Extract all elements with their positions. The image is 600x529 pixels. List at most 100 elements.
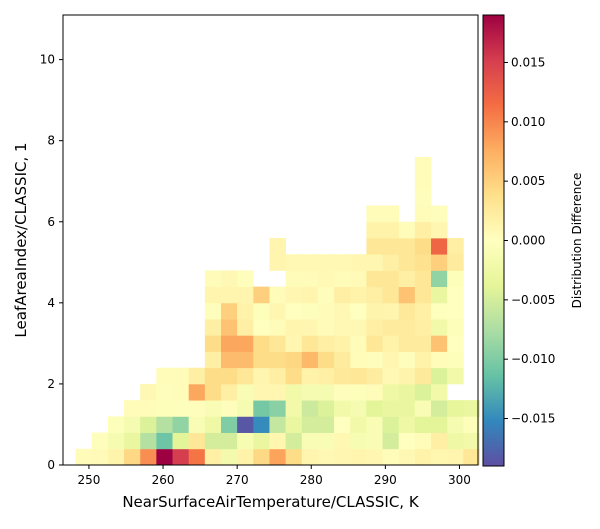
heatmap-cell xyxy=(447,367,464,385)
heatmap-cell xyxy=(237,448,254,466)
y-tick-label: 6 xyxy=(47,215,55,229)
heatmap-cell xyxy=(414,351,432,369)
heatmap-cell xyxy=(204,319,222,336)
heatmap-cell xyxy=(414,319,432,336)
heatmap-cell xyxy=(317,286,335,304)
heatmap-cell xyxy=(414,254,432,271)
heatmap-cell xyxy=(156,416,173,433)
heatmap-cell xyxy=(269,335,287,352)
heatmap-cell xyxy=(382,432,400,450)
heatmap-cell xyxy=(301,335,319,352)
heatmap-cell xyxy=(431,351,448,369)
heatmap-cell xyxy=(414,432,432,450)
heatmap-cell xyxy=(204,416,222,433)
heatmap-cell xyxy=(237,367,254,385)
heatmap-cell xyxy=(317,400,335,417)
heatmap-cell xyxy=(237,286,254,304)
heatmap-cell xyxy=(398,432,416,450)
heatmap-cell xyxy=(398,319,416,336)
heatmap-cell xyxy=(237,400,254,417)
heatmap-cell xyxy=(317,270,335,288)
y-axis-label: LeafAreaIndex/CLASSIC, 1 xyxy=(12,142,30,337)
heatmap-cell xyxy=(285,416,303,433)
heatmap-cell xyxy=(269,302,287,320)
heatmap-cell xyxy=(188,400,206,417)
heatmap-cell xyxy=(350,351,367,369)
heatmap-cell xyxy=(188,448,206,466)
heatmap-cell xyxy=(350,335,367,352)
heatmap-cell xyxy=(269,286,287,304)
heatmap-cell xyxy=(431,286,448,304)
heatmap-cell xyxy=(140,416,157,433)
heatmap-cell xyxy=(124,432,141,450)
heatmap-cell xyxy=(301,448,319,466)
heatmap-cell xyxy=(366,205,383,223)
heatmap-cell xyxy=(366,335,383,352)
heatmap-cell xyxy=(334,302,351,320)
heatmap-cell xyxy=(414,270,432,288)
heatmap-cell xyxy=(447,351,464,369)
heatmap-cell xyxy=(285,335,303,352)
heatmap-cell xyxy=(317,254,335,271)
heatmap-cell xyxy=(237,302,254,320)
heatmap-cell xyxy=(382,351,400,369)
heatmap-cell xyxy=(204,302,222,320)
heatmap-cell xyxy=(269,237,287,255)
heatmap-cell xyxy=(269,416,287,433)
heatmap-cell xyxy=(156,400,173,417)
heatmap-cell xyxy=(334,448,351,466)
heatmap-cell xyxy=(269,383,287,401)
heatmap-cell xyxy=(253,351,270,369)
heatmap-cell xyxy=(253,400,270,417)
heatmap-cell xyxy=(350,286,367,304)
heatmap-cell xyxy=(366,254,383,271)
heatmap-cell xyxy=(447,448,464,466)
heatmap-cell xyxy=(156,367,173,385)
heatmap-cell xyxy=(431,270,448,288)
heatmap-cell xyxy=(350,432,367,450)
plot-area-frame xyxy=(62,14,479,466)
heatmap-cell xyxy=(237,335,254,352)
heatmap-cell xyxy=(237,270,254,288)
heatmap-cell xyxy=(334,335,351,352)
y-tick-label: 10 xyxy=(40,53,55,67)
heatmap-cell xyxy=(366,302,383,320)
heatmap-cell xyxy=(253,367,270,385)
heatmap-cell xyxy=(172,416,190,433)
heatmap-cell xyxy=(334,432,351,450)
heatmap-cell xyxy=(447,416,464,433)
heatmap-cell xyxy=(366,221,383,239)
heatmap-cell xyxy=(285,302,303,320)
heatmap-cell xyxy=(172,400,190,417)
heatmap-cell xyxy=(301,351,319,369)
heatmap-cell xyxy=(431,254,448,271)
heatmap-cell xyxy=(366,270,383,288)
heatmap-cell xyxy=(431,383,448,401)
heatmap-cell xyxy=(204,432,222,450)
heatmap-cell xyxy=(382,416,400,433)
heatmap-cell xyxy=(334,270,351,288)
heatmap-cell xyxy=(204,367,222,385)
heatmap-cell xyxy=(301,270,319,288)
heatmap-cell xyxy=(188,432,206,450)
heatmap-cell xyxy=(414,448,432,466)
heatmap-cell xyxy=(301,432,319,450)
heatmap-cell xyxy=(204,351,222,369)
colorbar-axis: −0.015 −0.010 −0.005 0.000 0.005 0.010 0.015 xyxy=(504,55,555,426)
heatmap-cell xyxy=(221,432,238,450)
heatmap-cell xyxy=(431,221,448,239)
heatmap-cell xyxy=(398,221,416,239)
heatmap-cell xyxy=(221,383,238,401)
heatmap-cell xyxy=(463,448,480,466)
heatmap-cell xyxy=(188,383,206,401)
heatmap-cell xyxy=(253,302,270,320)
heatmap-cell xyxy=(382,270,400,288)
heatmap-cell xyxy=(75,448,93,466)
heatmap-cell xyxy=(414,189,432,206)
colorbar-tick-label: −0.015 xyxy=(511,412,555,426)
heatmap-cell xyxy=(382,286,400,304)
heatmap-cell xyxy=(382,221,400,239)
colorbar-label: Distribution Difference xyxy=(570,173,584,309)
colorbar-tick-label: −0.010 xyxy=(511,352,555,366)
heatmap-cell xyxy=(317,302,335,320)
